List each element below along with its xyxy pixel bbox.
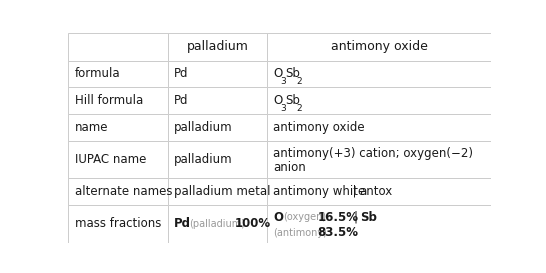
Bar (68, 141, 168, 178)
Text: O: O (274, 211, 283, 224)
Bar (267, 114, 491, 141)
Bar (168, 33, 267, 61)
Bar (267, 33, 491, 61)
Text: palladium metal: palladium metal (174, 185, 270, 198)
Text: Sb: Sb (285, 94, 300, 107)
Text: antimony(+3) cation; oxygen(−2): antimony(+3) cation; oxygen(−2) (274, 147, 473, 160)
Bar (168, 141, 267, 178)
Text: antimony oxide: antimony oxide (331, 40, 428, 53)
Text: |: | (353, 211, 357, 224)
Text: antox: antox (360, 185, 393, 198)
Bar (168, 87, 267, 114)
Text: |: | (345, 185, 364, 198)
Text: Hill formula: Hill formula (75, 94, 143, 107)
Text: Pd: Pd (174, 94, 188, 107)
Text: 100%: 100% (235, 217, 271, 230)
Text: 16.5%: 16.5% (318, 211, 359, 224)
Text: formula: formula (75, 67, 120, 81)
Text: anion: anion (274, 161, 306, 174)
Text: palladium: palladium (174, 153, 233, 166)
Bar (267, 141, 491, 178)
Text: alternate names: alternate names (75, 185, 172, 198)
Text: O: O (274, 94, 283, 107)
Bar (68, 87, 168, 114)
Text: antimony white: antimony white (274, 185, 366, 198)
Text: 2: 2 (296, 78, 302, 87)
Text: Sb: Sb (360, 211, 377, 224)
Bar (68, 114, 168, 141)
Bar (168, 178, 267, 205)
Text: 3: 3 (281, 104, 287, 113)
Bar (168, 61, 267, 87)
Bar (68, 205, 168, 243)
Bar (267, 87, 491, 114)
Bar (267, 61, 491, 87)
Text: name: name (75, 121, 108, 134)
Text: palladium: palladium (187, 40, 248, 53)
Text: Pd: Pd (174, 217, 191, 230)
Text: 83.5%: 83.5% (317, 226, 358, 239)
Bar (68, 33, 168, 61)
Text: Sb: Sb (285, 67, 300, 81)
Text: 2: 2 (296, 104, 302, 113)
Text: (palladium): (palladium) (189, 219, 245, 229)
Text: IUPAC name: IUPAC name (75, 153, 146, 166)
Text: antimony oxide: antimony oxide (274, 121, 365, 134)
Text: (oxygen): (oxygen) (283, 212, 326, 222)
Text: mass fractions: mass fractions (75, 217, 161, 230)
Text: palladium: palladium (174, 121, 233, 134)
Bar (168, 205, 267, 243)
Bar (68, 178, 168, 205)
Bar (68, 61, 168, 87)
Text: Pd: Pd (174, 67, 188, 81)
Text: (antimony): (antimony) (274, 228, 328, 238)
Text: O: O (274, 67, 283, 81)
Bar (168, 114, 267, 141)
Bar (267, 178, 491, 205)
Text: 3: 3 (281, 78, 287, 87)
Bar (267, 205, 491, 243)
